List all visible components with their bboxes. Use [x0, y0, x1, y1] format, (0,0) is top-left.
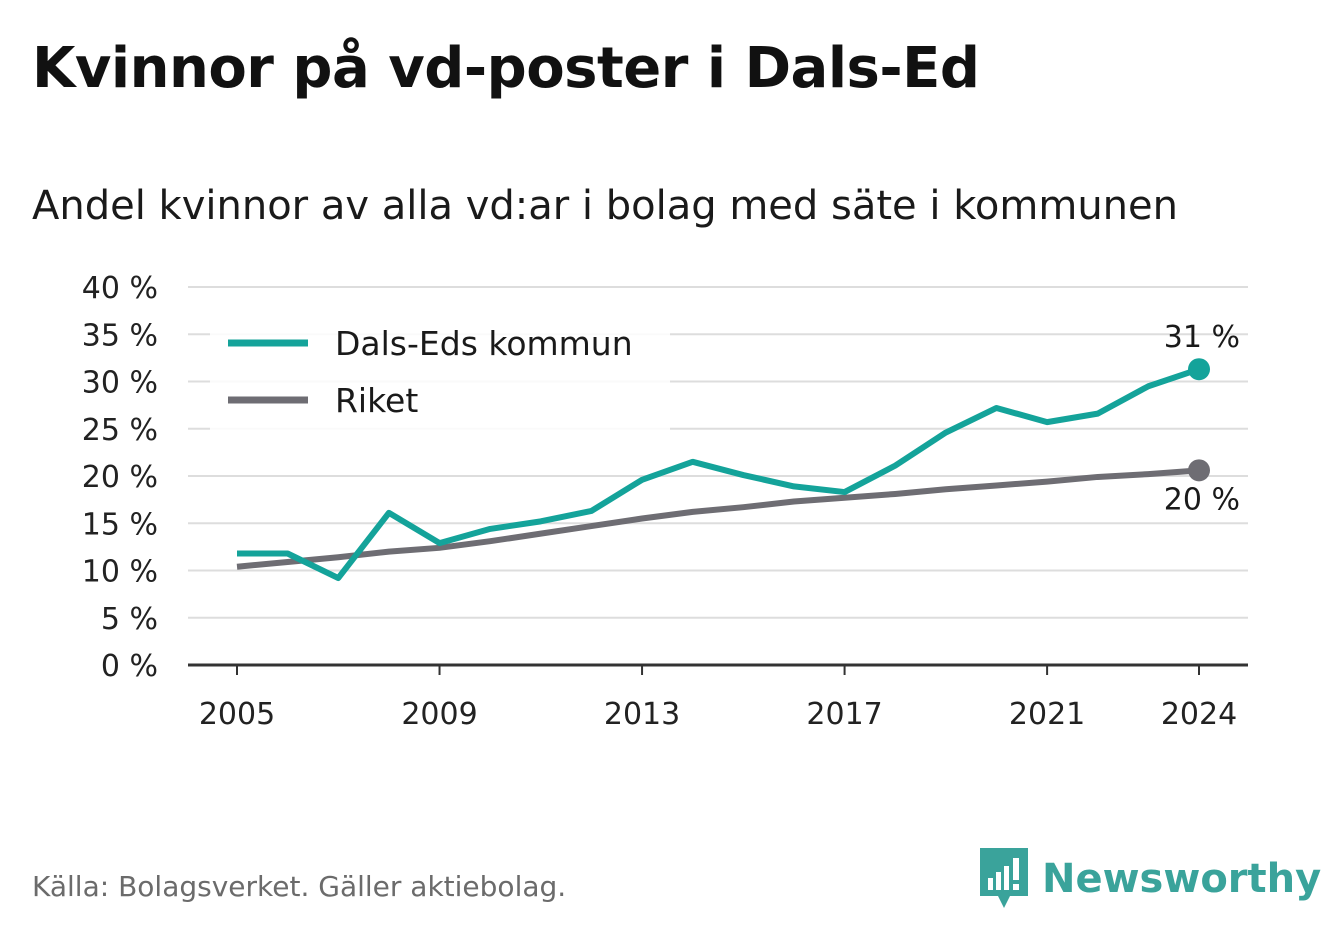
y-tick-label: 0 %	[101, 649, 158, 684]
x-tick-label: 2024	[1161, 697, 1237, 732]
brand-logo: Newsworthy	[980, 848, 1321, 910]
y-tick-label: 5 %	[101, 602, 158, 637]
x-tick-label: 2013	[604, 697, 680, 732]
legend-background	[210, 312, 670, 430]
source-note: Källa: Bolagsverket. Gäller aktiebolag.	[32, 870, 567, 903]
end-value-label: 20 %	[1164, 482, 1240, 517]
x-tick-label: 2009	[401, 697, 477, 732]
y-tick-label: 35 %	[82, 318, 158, 353]
legend-label: Dals-Eds kommun	[335, 324, 633, 363]
y-tick-label: 10 %	[82, 555, 158, 590]
end-value-label: 31 %	[1164, 320, 1240, 355]
brand-name: Newsworthy	[1042, 856, 1322, 902]
end-point-marker	[1188, 459, 1210, 482]
end-labels: 31 % 20 %	[1164, 320, 1240, 517]
newsworthy-logo-icon	[980, 848, 1028, 908]
series-line	[237, 366, 1200, 582]
series-lines	[236, 358, 1210, 582]
end-point-marker	[1188, 358, 1210, 381]
y-tick-label: 40 %	[82, 271, 158, 306]
x-tick-label: 2021	[1009, 697, 1085, 732]
x-axis-ticks: 2005 2009 2013 2017 2021 2024	[199, 665, 1237, 732]
y-tick-label: 25 %	[82, 413, 158, 448]
x-tick-label: 2017	[806, 697, 882, 732]
series-line	[236, 467, 1200, 570]
y-axis-ticks: 0 % 5 % 10 % 15 % 20 % 25 % 30 % 35 % 40 %	[82, 271, 158, 684]
x-tick-label: 2005	[199, 697, 275, 732]
y-tick-label: 30 %	[82, 366, 158, 401]
legend: Dals-Eds kommun Riket	[210, 312, 670, 430]
chart-subtitle: Andel kvinnor av alla vd:ar i bolag med …	[32, 183, 1178, 229]
chart-title: Kvinnor på vd-poster i Dals-Ed	[32, 36, 980, 101]
y-tick-label: 20 %	[82, 460, 158, 495]
y-tick-label: 15 %	[82, 507, 158, 542]
legend-label: Riket	[335, 381, 418, 420]
